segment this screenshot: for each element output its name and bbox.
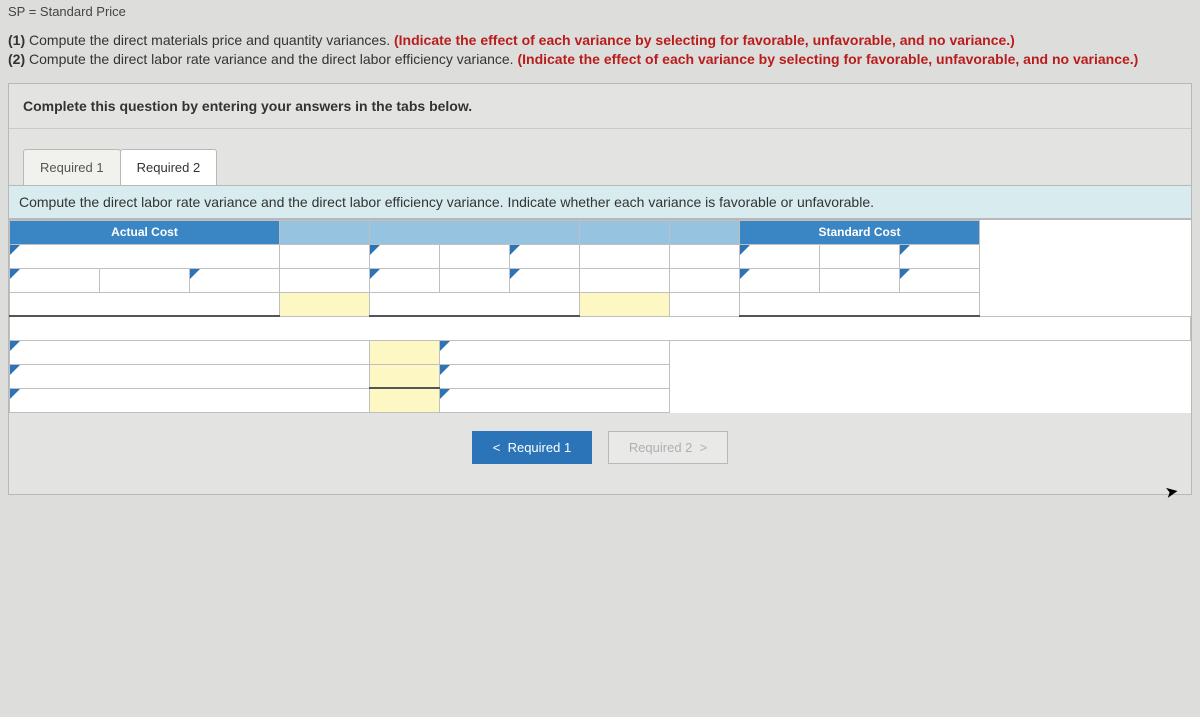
- input-variance-1-fu[interactable]: [440, 340, 670, 364]
- cell: [670, 388, 1191, 412]
- table-row: [10, 364, 1191, 388]
- input-mid-2b[interactable]: [510, 268, 580, 292]
- sp-definition: SP = Standard Price: [8, 4, 1192, 19]
- q2-hint: (Indicate the effect of each variance by…: [517, 51, 1138, 67]
- prev-label: Required 1: [508, 440, 572, 455]
- input-mid-1b[interactable]: [510, 244, 580, 268]
- cell[interactable]: [670, 268, 740, 292]
- input-variance-1-label[interactable]: [10, 340, 370, 364]
- cell: [670, 364, 1191, 388]
- cell-yellow[interactable]: [370, 364, 440, 388]
- cell[interactable]: [440, 268, 510, 292]
- input-std-1a[interactable]: [740, 244, 820, 268]
- q2-number: (2): [8, 51, 25, 67]
- table-row: [10, 244, 1191, 268]
- answer-panel: Complete this question by entering your …: [8, 83, 1192, 495]
- tab-description: Compute the direct labor rate variance a…: [9, 185, 1191, 219]
- table-row: [10, 388, 1191, 412]
- tab-strip: Required 1 Required 2: [23, 149, 1191, 185]
- q1-text: Compute the direct materials price and q…: [25, 32, 394, 48]
- input-std-2a[interactable]: [740, 268, 820, 292]
- table-row: [10, 292, 1191, 316]
- col-standard-cost: Standard Cost: [740, 220, 980, 244]
- input-actual-1[interactable]: [10, 244, 280, 268]
- input-variance-2-fu[interactable]: [440, 364, 670, 388]
- input-mid-2a[interactable]: [370, 268, 440, 292]
- cell[interactable]: [280, 244, 370, 268]
- cell[interactable]: [100, 268, 190, 292]
- input-actual-2a[interactable]: [10, 268, 100, 292]
- input-actual-2b[interactable]: [190, 268, 280, 292]
- cell[interactable]: [820, 244, 900, 268]
- input-mid-1a[interactable]: [370, 244, 440, 268]
- col-blank-4: [670, 220, 740, 244]
- col-blank-2: [370, 220, 580, 244]
- cell-yellow[interactable]: [370, 388, 440, 412]
- cell[interactable]: [580, 244, 670, 268]
- cell[interactable]: [440, 244, 510, 268]
- tab-required-1[interactable]: Required 1: [23, 149, 121, 185]
- panel-title: Complete this question by entering your …: [9, 84, 1191, 129]
- input-variance-3-fu[interactable]: [440, 388, 670, 412]
- q1-number: (1): [8, 32, 25, 48]
- table-header-row: Actual Cost Standard Cost: [10, 220, 1191, 244]
- cell[interactable]: [820, 268, 900, 292]
- q1-hint: (Indicate the effect of each variance by…: [394, 32, 1015, 48]
- input-variance-2-label[interactable]: [10, 364, 370, 388]
- col-blank-3: [580, 220, 670, 244]
- next-button[interactable]: Required 2 >: [608, 431, 728, 464]
- cell[interactable]: [670, 244, 740, 268]
- cursor-icon: ➤: [1163, 481, 1180, 503]
- prev-button[interactable]: < Required 1: [472, 431, 592, 464]
- cell-yellow[interactable]: [580, 292, 670, 316]
- table-row: [10, 268, 1191, 292]
- cell[interactable]: [740, 292, 980, 316]
- question-1: (1) Compute the direct materials price a…: [8, 31, 1192, 50]
- cell[interactable]: [670, 292, 740, 316]
- cell[interactable]: [370, 292, 580, 316]
- cell-yellow[interactable]: [280, 292, 370, 316]
- q2-text: Compute the direct labor rate variance a…: [25, 51, 517, 67]
- next-label: Required 2: [629, 440, 693, 455]
- cell-yellow[interactable]: [370, 340, 440, 364]
- cell[interactable]: [580, 268, 670, 292]
- answer-grid: Actual Cost Standard Cost: [9, 219, 1191, 413]
- input-std-2b[interactable]: [900, 268, 980, 292]
- input-variance-3-label[interactable]: [10, 388, 370, 412]
- chevron-left-icon: <: [493, 440, 508, 455]
- nav-buttons: < Required 1 Required 2 >: [9, 413, 1191, 494]
- table-row: [10, 340, 1191, 364]
- cell[interactable]: [280, 268, 370, 292]
- tab-required-2[interactable]: Required 2: [120, 149, 218, 185]
- col-blank-1: [280, 220, 370, 244]
- spacer-row: [10, 316, 1191, 340]
- question-2: (2) Compute the direct labor rate varian…: [8, 50, 1192, 69]
- col-actual-cost: Actual Cost: [10, 220, 280, 244]
- chevron-right-icon: >: [692, 440, 707, 455]
- input-std-1b[interactable]: [900, 244, 980, 268]
- cell: [670, 340, 1191, 364]
- cell[interactable]: [10, 292, 280, 316]
